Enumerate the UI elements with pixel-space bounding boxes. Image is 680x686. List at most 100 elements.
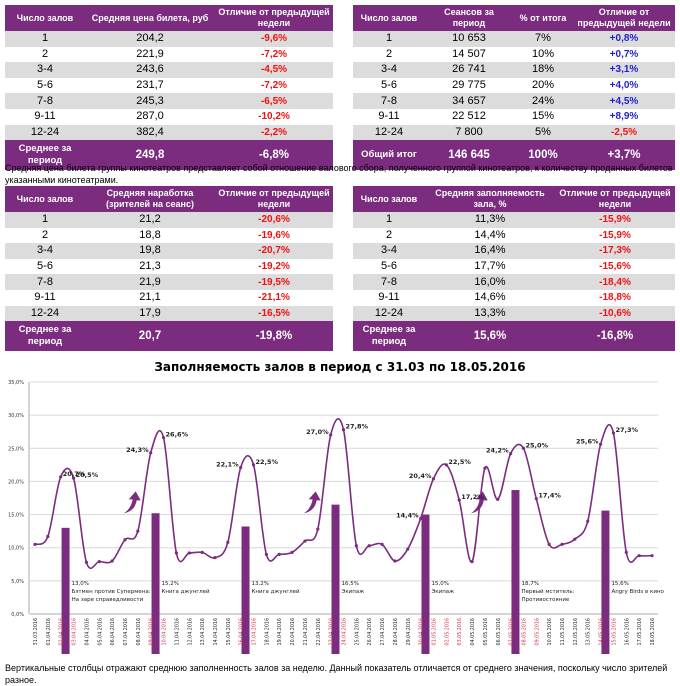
data-point: [637, 554, 641, 558]
total-label: Среднее за период: [5, 140, 85, 171]
data-point: [624, 550, 628, 554]
total-label: Среднее за период: [5, 321, 85, 352]
cell-diff: -2,5%: [573, 124, 675, 141]
cell-value: 29 775: [425, 77, 513, 94]
data-point: [84, 560, 89, 564]
data-point: [46, 534, 50, 539]
cell-value: 21,1: [85, 289, 215, 306]
data-point: [251, 463, 256, 467]
x-tick-label: 23.04.2016: [329, 618, 335, 645]
table-occupancy: Число залов Средняя заполняемость зала, …: [353, 186, 675, 352]
data-point: [174, 551, 178, 555]
table-row: 12-24 17,9 -16,5%: [5, 305, 333, 322]
point-label: 20,4%: [409, 472, 432, 480]
point-label: 24,2%: [486, 447, 509, 455]
cell-label: 3-4: [353, 62, 425, 78]
point-label: 26,6%: [166, 431, 189, 439]
data-point: [149, 451, 153, 455]
bar-film-label: Angry Birds в кино: [611, 589, 664, 595]
data-point: [136, 529, 140, 533]
x-tick-label: 31.03.2016: [33, 618, 39, 645]
col-header-avg-attendance: Средняя наработка (зрителей на сеанс): [85, 186, 215, 212]
x-tick-label: 04.04.2016: [84, 618, 90, 645]
table-row: 5-6 231,7 -7,2%: [5, 77, 333, 94]
cell-diff: -4,5%: [215, 62, 333, 78]
x-tick-label: 07.05.2016: [509, 618, 515, 645]
x-tick-label: 05.04.2016: [97, 618, 103, 645]
y-tick-label: 30,0%: [8, 413, 24, 419]
cell-diff: -19,6%: [215, 227, 333, 244]
data-point: [431, 477, 436, 481]
col-header-share: % от итога: [513, 5, 573, 31]
total-share: 100%: [513, 140, 573, 171]
table-row: 12-24 382,4 -2,2%: [5, 124, 333, 141]
cell-share: 7%: [513, 31, 573, 47]
table-row: 2 221,9 -7,2%: [5, 46, 333, 63]
x-tick-label: 24.04.2016: [342, 618, 348, 645]
points: [33, 428, 654, 564]
cell-share: 10%: [513, 46, 573, 63]
total-value: 146 645: [425, 140, 513, 171]
x-tick-label: 15.05.2016: [611, 618, 617, 645]
data-point: [650, 554, 654, 558]
bar-film-label: Первый мститель: Противостояние: [521, 588, 574, 603]
trend-up-arrow-icon: [123, 491, 141, 514]
point-label: 20,5%: [76, 471, 99, 479]
x-tick-label: 04.05.2016: [470, 618, 476, 645]
x-tick-label: 22.04.2016: [316, 618, 322, 645]
data-point: [213, 556, 217, 560]
cell-label: 7-8: [353, 93, 425, 109]
cell-value: 34 657: [425, 93, 513, 109]
cell-label: 9-11: [353, 289, 425, 306]
x-tick-label: 09.04.2016: [149, 618, 155, 645]
cell-label: 9-11: [5, 108, 85, 125]
cell-label: 1: [353, 212, 425, 228]
data-point: [380, 542, 384, 547]
table-row: 2 14 507 10% +0,7%: [353, 46, 675, 63]
x-tick-label: 29.04.2016: [406, 618, 412, 645]
cell-value: 18,8: [85, 227, 215, 244]
x-tick-label: 11.04.2016: [174, 618, 180, 645]
table-avg-ticket-price: Число залов Средняя цена билета, руб Отл…: [5, 5, 333, 171]
cell-value: 26 741: [425, 62, 513, 78]
point-label: 27,8%: [346, 423, 369, 431]
x-tick-label: 18.05.2016: [650, 618, 656, 645]
x-tick-label: 30.04.2016: [419, 618, 425, 645]
col-header-sessions: Сеансов за период: [425, 5, 513, 31]
arrows: [123, 491, 488, 514]
data-point: [406, 547, 410, 551]
x-tick-label: 18.04.2016: [264, 618, 270, 645]
total-value: 249,8: [85, 140, 215, 171]
data-point: [444, 463, 448, 467]
data-point: [470, 560, 474, 564]
x-tick-label: 12.04.2016: [187, 618, 193, 645]
data-point: [457, 498, 461, 502]
data-point: [33, 542, 37, 547]
cell-value: 14,6%: [425, 289, 555, 306]
cell-value: 7 800: [425, 124, 513, 141]
bar-value-label: 13,0%: [72, 581, 89, 587]
point-label: 24,3%: [126, 446, 149, 454]
cell-share: 5%: [513, 124, 573, 141]
cell-diff: +4,5%: [573, 93, 675, 109]
note-bars: Вертикальные столбцы отражают среднюю за…: [5, 663, 668, 685]
cell-label: 12-24: [353, 124, 425, 141]
total-label: Общий итог: [353, 140, 425, 171]
cell-label: 7-8: [5, 274, 85, 290]
cell-value: 231,7: [85, 77, 215, 94]
x-tick-label: 13.04.2016: [200, 618, 206, 645]
x-tick-label: 06.05.2016: [496, 618, 502, 645]
data-point: [521, 446, 526, 450]
col-header-halls: Число залов: [5, 186, 85, 212]
cell-diff: +4,0%: [573, 77, 675, 94]
total-label: Среднее за период: [353, 321, 425, 352]
point-label: 17,4%: [538, 492, 561, 500]
cell-label: 2: [5, 227, 85, 244]
table-total-row: Общий итог 146 645 100% +3,7%: [353, 140, 675, 171]
cell-diff: -20,7%: [215, 243, 333, 259]
cell-share: 24%: [513, 93, 573, 109]
cell-diff: -2,2%: [215, 124, 333, 141]
cell-value: 22 512: [425, 108, 513, 125]
cell-value: 19,8: [85, 243, 215, 259]
cell-diff: -15,9%: [555, 227, 675, 244]
